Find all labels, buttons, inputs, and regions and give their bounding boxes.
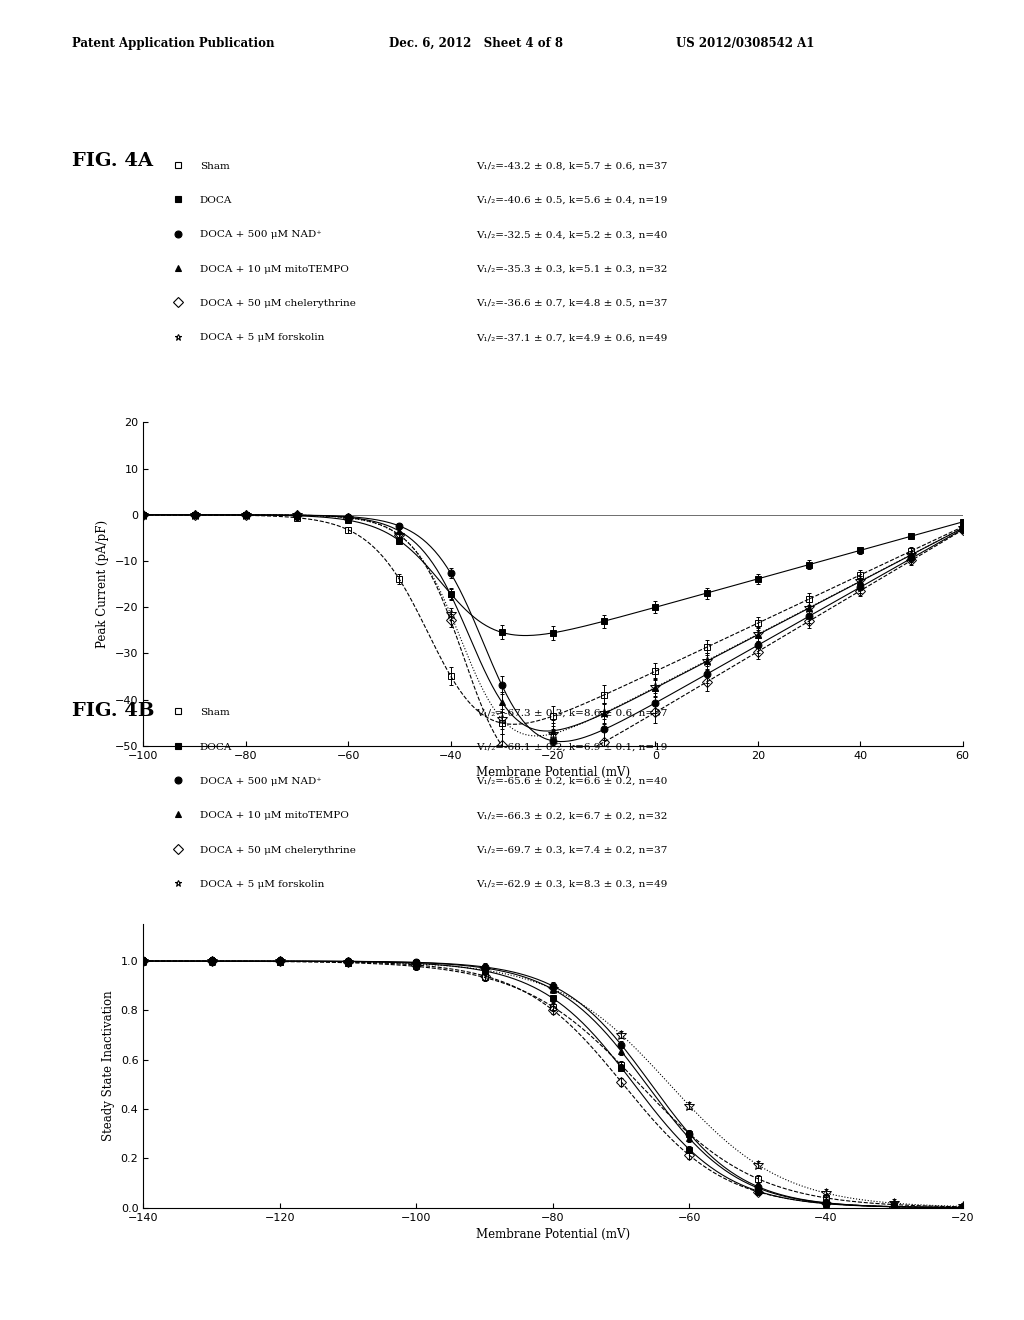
Text: DOCA + 500 μM NAD⁺: DOCA + 500 μM NAD⁺	[200, 777, 322, 785]
Text: V₁/₂=-69.7 ± 0.3, k=7.4 ± 0.2, n=37: V₁/₂=-69.7 ± 0.3, k=7.4 ± 0.2, n=37	[476, 846, 668, 854]
Text: FIG. 4B: FIG. 4B	[72, 702, 155, 721]
Text: DOCA + 10 μM mitoTEMPO: DOCA + 10 μM mitoTEMPO	[200, 265, 348, 273]
Y-axis label: Peak Current (pA/pF): Peak Current (pA/pF)	[96, 520, 110, 648]
Y-axis label: Steady State Inactivation: Steady State Inactivation	[102, 990, 115, 1142]
Text: FIG. 4A: FIG. 4A	[72, 152, 153, 170]
Text: Patent Application Publication: Patent Application Publication	[72, 37, 274, 50]
Text: V₁/₂=-43.2 ± 0.8, k=5.7 ± 0.6, n=37: V₁/₂=-43.2 ± 0.8, k=5.7 ± 0.6, n=37	[476, 162, 668, 170]
Text: V₁/₂=-68.1 ± 0.2, k=6.9 ± 0.1, n=19: V₁/₂=-68.1 ± 0.2, k=6.9 ± 0.1, n=19	[476, 743, 668, 751]
Text: DOCA + 50 μM chelerythrine: DOCA + 50 μM chelerythrine	[200, 846, 355, 854]
Text: DOCA + 5 μM forskolin: DOCA + 5 μM forskolin	[200, 880, 324, 888]
X-axis label: Membrane Potential (mV): Membrane Potential (mV)	[476, 1228, 630, 1241]
Text: Dec. 6, 2012   Sheet 4 of 8: Dec. 6, 2012 Sheet 4 of 8	[389, 37, 563, 50]
Text: V₁/₂=-35.3 ± 0.3, k=5.1 ± 0.3, n=32: V₁/₂=-35.3 ± 0.3, k=5.1 ± 0.3, n=32	[476, 265, 668, 273]
Text: DOCA + 5 μM forskolin: DOCA + 5 μM forskolin	[200, 334, 324, 342]
Text: DOCA + 10 μM mitoTEMPO: DOCA + 10 μM mitoTEMPO	[200, 812, 348, 820]
Text: DOCA: DOCA	[200, 743, 232, 751]
Text: V₁/₂=-67.3 ± 0.3, k=8.6 ± 0.6, n=37: V₁/₂=-67.3 ± 0.3, k=8.6 ± 0.6, n=37	[476, 709, 668, 717]
Text: V₁/₂=-40.6 ± 0.5, k=5.6 ± 0.4, n=19: V₁/₂=-40.6 ± 0.5, k=5.6 ± 0.4, n=19	[476, 197, 668, 205]
Text: Sham: Sham	[200, 709, 229, 717]
X-axis label: Membrane Potential (mV): Membrane Potential (mV)	[476, 766, 630, 779]
Text: DOCA: DOCA	[200, 197, 232, 205]
Text: Sham: Sham	[200, 162, 229, 170]
Text: V₁/₂=-32.5 ± 0.4, k=5.2 ± 0.3, n=40: V₁/₂=-32.5 ± 0.4, k=5.2 ± 0.3, n=40	[476, 231, 668, 239]
Text: V₁/₂=-66.3 ± 0.2, k=6.7 ± 0.2, n=32: V₁/₂=-66.3 ± 0.2, k=6.7 ± 0.2, n=32	[476, 812, 668, 820]
Text: V₁/₂=-37.1 ± 0.7, k=4.9 ± 0.6, n=49: V₁/₂=-37.1 ± 0.7, k=4.9 ± 0.6, n=49	[476, 334, 668, 342]
Text: US 2012/0308542 A1: US 2012/0308542 A1	[676, 37, 814, 50]
Text: DOCA + 500 μM NAD⁺: DOCA + 500 μM NAD⁺	[200, 231, 322, 239]
Text: DOCA + 50 μM chelerythrine: DOCA + 50 μM chelerythrine	[200, 300, 355, 308]
Text: V₁/₂=-36.6 ± 0.7, k=4.8 ± 0.5, n=37: V₁/₂=-36.6 ± 0.7, k=4.8 ± 0.5, n=37	[476, 300, 668, 308]
Text: V₁/₂=-62.9 ± 0.3, k=8.3 ± 0.3, n=49: V₁/₂=-62.9 ± 0.3, k=8.3 ± 0.3, n=49	[476, 880, 668, 888]
Text: V₁/₂=-65.6 ± 0.2, k=6.6 ± 0.2, n=40: V₁/₂=-65.6 ± 0.2, k=6.6 ± 0.2, n=40	[476, 777, 668, 785]
